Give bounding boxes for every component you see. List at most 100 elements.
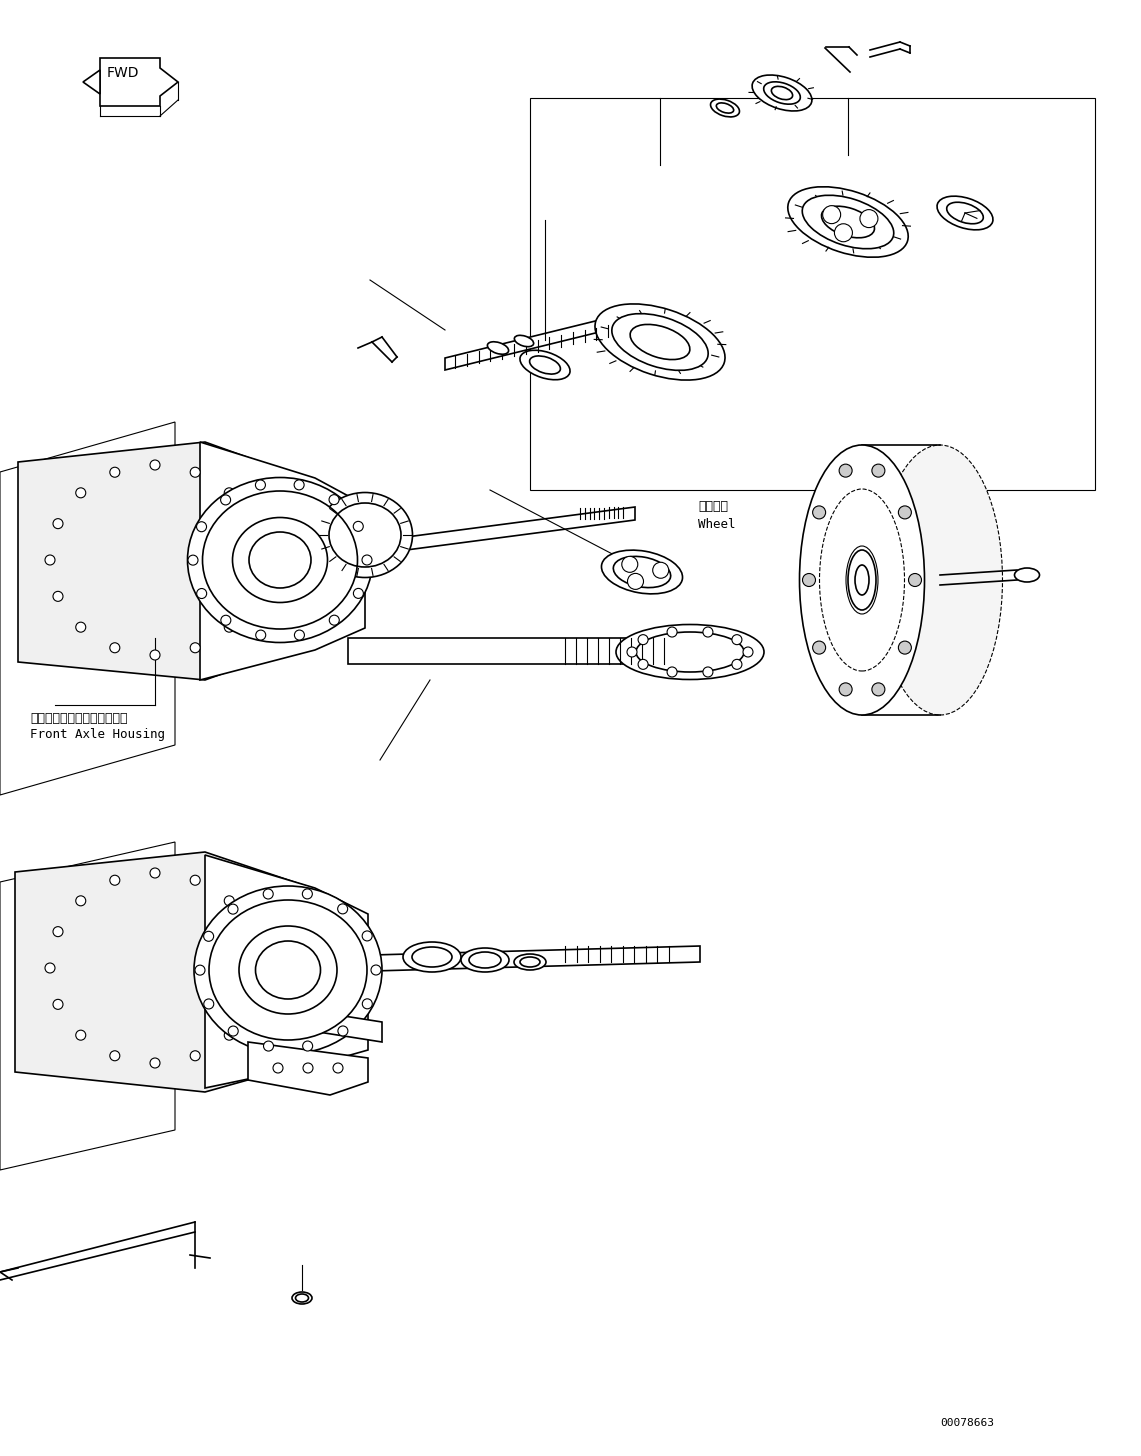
Ellipse shape [752,76,812,111]
Circle shape [302,890,313,898]
Ellipse shape [520,351,570,380]
Circle shape [196,521,207,531]
Circle shape [338,1026,348,1037]
Ellipse shape [898,505,912,518]
Circle shape [254,962,265,973]
Circle shape [363,999,372,1009]
Ellipse shape [872,683,885,696]
Polygon shape [445,310,640,370]
Ellipse shape [812,641,826,654]
Ellipse shape [515,335,534,347]
Circle shape [75,488,86,498]
Circle shape [225,488,234,498]
Circle shape [149,1059,160,1069]
Circle shape [264,1041,274,1051]
Circle shape [220,495,230,505]
Circle shape [653,562,669,578]
Circle shape [860,210,877,227]
Polygon shape [83,70,100,95]
Circle shape [302,1041,313,1051]
Ellipse shape [194,887,382,1054]
Ellipse shape [594,304,725,380]
Circle shape [294,480,305,489]
Circle shape [703,667,713,677]
Circle shape [362,930,372,941]
Ellipse shape [908,574,922,587]
Circle shape [149,649,160,660]
Circle shape [204,999,213,1009]
Ellipse shape [812,505,826,518]
Circle shape [333,1063,343,1073]
Circle shape [246,591,257,601]
Ellipse shape [403,942,461,973]
Ellipse shape [612,313,709,370]
Circle shape [254,555,265,565]
Circle shape [628,646,637,657]
Circle shape [304,1063,313,1073]
Circle shape [191,642,200,652]
Circle shape [256,480,266,491]
Circle shape [191,1051,200,1061]
Circle shape [638,660,648,670]
Ellipse shape [616,625,764,680]
Circle shape [52,518,63,529]
Ellipse shape [848,550,876,610]
Ellipse shape [800,446,924,715]
Ellipse shape [872,464,885,478]
Circle shape [834,224,852,242]
Circle shape [246,518,257,529]
Circle shape [731,660,742,670]
Circle shape [228,904,238,914]
Circle shape [354,521,363,531]
Polygon shape [242,1000,382,1042]
Ellipse shape [614,556,671,588]
Circle shape [667,667,677,677]
Circle shape [110,875,120,885]
Circle shape [149,460,160,470]
Circle shape [703,628,713,638]
Circle shape [338,904,348,914]
Polygon shape [205,855,369,1088]
Polygon shape [200,443,365,680]
Circle shape [195,965,205,976]
Text: フロントアクスルハウジング: フロントアクスルハウジング [30,712,128,725]
Circle shape [225,622,234,632]
Ellipse shape [839,464,852,478]
Circle shape [273,1063,283,1073]
Circle shape [330,616,339,625]
Circle shape [221,616,230,625]
Circle shape [110,642,120,652]
Circle shape [667,628,677,638]
Ellipse shape [937,197,993,230]
Polygon shape [18,443,305,680]
Polygon shape [335,946,699,973]
Polygon shape [348,638,691,664]
Ellipse shape [802,574,816,587]
Circle shape [731,635,742,645]
Circle shape [823,205,841,224]
Circle shape [246,926,257,936]
Circle shape [75,1031,86,1040]
Circle shape [225,895,234,906]
Circle shape [191,467,200,478]
Ellipse shape [487,342,509,354]
Circle shape [329,495,339,505]
Circle shape [371,965,381,976]
Circle shape [362,555,372,565]
Circle shape [743,646,753,657]
Ellipse shape [877,446,1003,715]
Circle shape [191,875,200,885]
Ellipse shape [711,99,739,116]
Circle shape [52,591,63,601]
Polygon shape [100,58,178,106]
Ellipse shape [513,954,547,970]
Circle shape [246,999,257,1009]
Polygon shape [248,1042,369,1095]
Polygon shape [15,852,311,1092]
Ellipse shape [317,492,413,578]
Circle shape [225,1031,234,1040]
Circle shape [44,962,55,973]
Circle shape [110,467,120,478]
Ellipse shape [461,948,509,973]
Ellipse shape [787,186,908,258]
